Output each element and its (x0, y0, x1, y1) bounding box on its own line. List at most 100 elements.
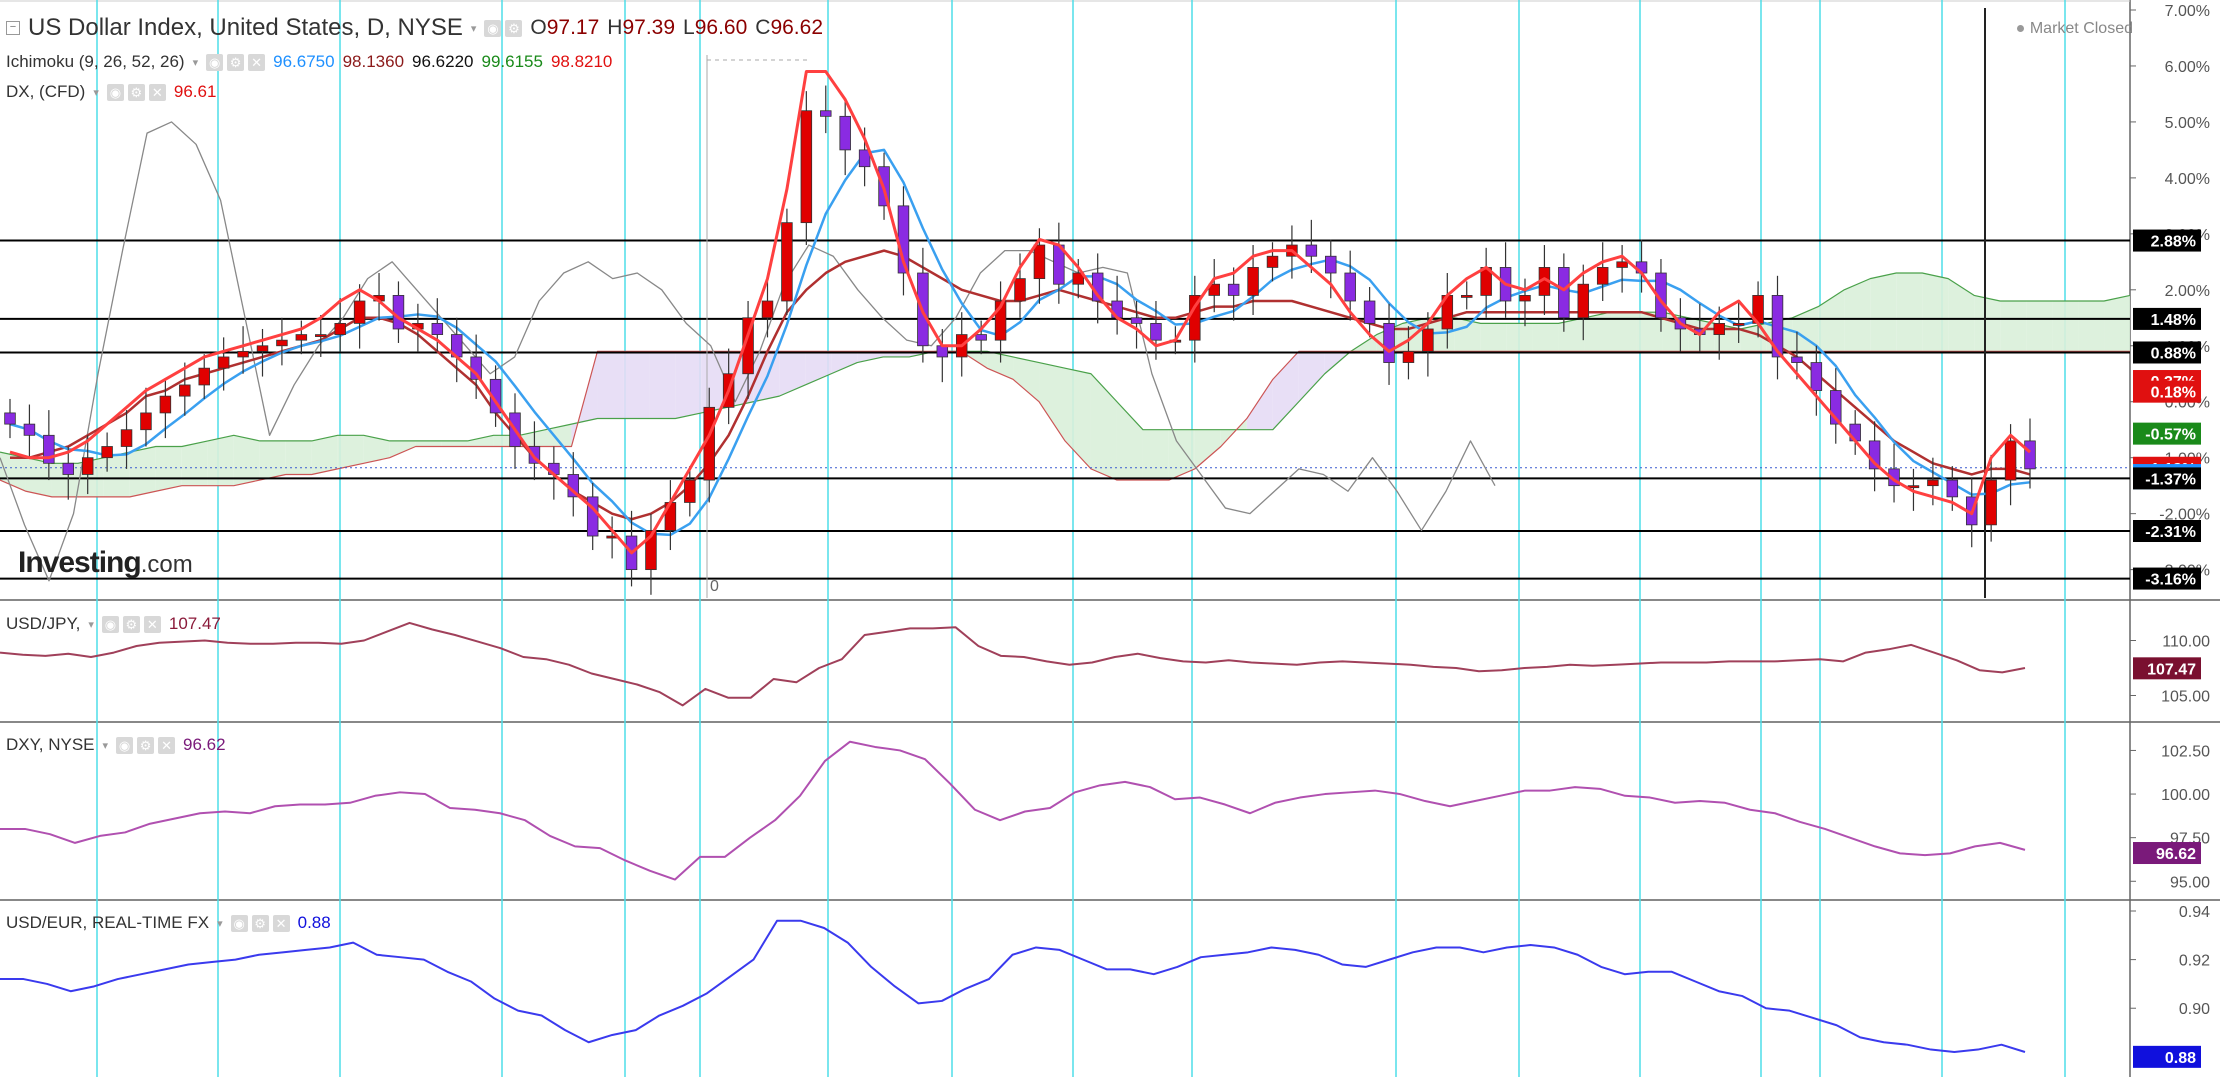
kumo-cloud-segment (623, 351, 650, 419)
kumo-cloud-segment (1844, 278, 1871, 352)
close-icon[interactable]: ✕ (272, 914, 290, 932)
kumo-cloud-segment (441, 440, 468, 447)
eye-icon[interactable]: ◉ (106, 83, 124, 101)
gear-icon[interactable]: ⚙ (137, 736, 155, 754)
axis-tick-label: 100.00 (2161, 787, 2210, 804)
kumo-cloud-segment (337, 435, 364, 469)
price-label-box (2133, 341, 2201, 364)
candle-body (936, 345, 949, 358)
candle-body (276, 339, 288, 347)
ichimoku-name[interactable]: Ichimoku (9, 26, 52, 26) (6, 52, 185, 71)
close-icon[interactable]: ✕ (248, 53, 266, 71)
price-label-text: 0.88% (2151, 345, 2196, 362)
kumo-cloud-segment (1480, 323, 1507, 352)
eye-icon[interactable]: ◉ (101, 615, 119, 633)
candle-body (1830, 390, 1842, 425)
candle-body (315, 334, 327, 337)
kumo-cloud-segment (285, 440, 312, 475)
candle-body (800, 110, 813, 224)
candle-body (1558, 267, 1570, 319)
kumo-cloud-segment (181, 440, 208, 486)
candle-body (23, 423, 36, 436)
symbol-title[interactable]: US Dollar Index, United States, D, NYSE (28, 14, 463, 41)
close-icon[interactable]: ✕ (143, 615, 161, 633)
time-marker-label: 0 (710, 578, 719, 595)
gear-icon[interactable]: ⚙ (122, 615, 140, 633)
price-label-box (2133, 567, 2201, 590)
kumo-cloud-segment (1065, 368, 1091, 469)
gear-icon[interactable]: ⚙ (227, 53, 245, 71)
price-label-box (2133, 422, 2201, 445)
eye-icon[interactable]: ◉ (484, 19, 502, 37)
axis-tick-label: 2.00% (2165, 283, 2210, 300)
kumo-cloud-segment (1168, 429, 1195, 481)
chevron-down-icon[interactable]: ▾ (88, 618, 94, 631)
gear-icon[interactable]: ⚙ (505, 19, 523, 37)
candle-body (1616, 261, 1628, 268)
close-icon[interactable]: ✕ (148, 83, 166, 101)
candle-body (1208, 283, 1220, 296)
axis-tick-label: -2.00% (2159, 507, 2210, 524)
gear-icon[interactable]: ⚙ (251, 914, 269, 932)
ohlc-high: H97.39 (607, 16, 676, 39)
dxy-name[interactable]: DXY, NYSE (6, 735, 95, 754)
chevron-down-icon[interactable]: ▾ (192, 56, 199, 69)
kumo-cloud-segment (103, 452, 130, 497)
candle-body (2004, 440, 2017, 481)
ichimoku-value-5: 98.8210 (550, 52, 613, 71)
chevron-down-icon[interactable]: ▾ (93, 86, 99, 99)
kumo-cloud-segment (805, 351, 832, 385)
ohlc-open: O97.17 (530, 16, 600, 39)
close-icon[interactable]: ✕ (158, 736, 176, 754)
candle-body (1325, 255, 1337, 274)
kumo-cloud-segment (389, 440, 416, 458)
kumo-cloud-segment (1818, 289, 1845, 352)
dx-name[interactable]: DX, (CFD) (6, 82, 86, 101)
price-label-text: -3.16% (2145, 572, 2196, 589)
kumo-cloud-segment (415, 440, 442, 447)
usdjpy-value: 107.47 (168, 614, 221, 633)
collapse-icon[interactable]: − (6, 21, 20, 35)
usdeur-name[interactable]: USD/EUR, REAL-TIME FX (6, 913, 210, 932)
candle-body (198, 367, 210, 386)
eye-icon[interactable]: ◉ (206, 53, 224, 71)
candle-body (1247, 267, 1259, 296)
price-label-box (2133, 842, 2201, 865)
eye-icon[interactable]: ◉ (116, 736, 134, 754)
dx-legend: DX, (CFD) ▾ ◉ ⚙ ✕ 96.61 (6, 82, 216, 102)
candle-body (1519, 295, 1531, 302)
usdjpy-name[interactable]: USD/JPY, (6, 614, 81, 633)
candle-body (1422, 328, 1434, 352)
gear-icon[interactable]: ⚙ (127, 83, 145, 101)
candle-body (295, 334, 308, 341)
price-label-box (2133, 307, 2201, 330)
candle-body (81, 457, 94, 475)
legend-controls: ◉ ⚙ ✕ (206, 53, 266, 71)
ichimoku-legend: Ichimoku (9, 26, 52, 26) ▾ ◉ ⚙ ✕ 96.6750 9… (6, 52, 612, 72)
usdeur-legend: USD/EUR, REAL-TIME FX ▾ ◉ ⚙ ✕ 0.88 (6, 913, 331, 933)
series-line (0, 919, 2026, 1053)
chevron-down-icon[interactable]: ▾ (217, 917, 223, 930)
candle-body (1130, 317, 1143, 324)
kumo-cloud-segment (1298, 351, 1325, 402)
candle-body (1305, 244, 1318, 257)
kumo-cloud-segment (1610, 312, 1637, 352)
eye-icon[interactable]: ◉ (230, 914, 248, 932)
kumo-cloud-segment (155, 446, 182, 492)
candle-body (62, 462, 75, 475)
price-label-box (2133, 380, 2201, 403)
tenkan-sen-blue-line (9, 148, 2031, 537)
ichimoku-value-4: 99.6155 (481, 52, 543, 71)
kumo-cloud-segment (1532, 323, 1559, 352)
candle-body (1985, 479, 1997, 526)
dxy-legend: DXY, NYSE ▾ ◉ ⚙ ✕ 96.62 (6, 735, 226, 755)
chevron-down-icon[interactable]: ▾ (102, 739, 109, 752)
candle-body (1732, 322, 1745, 326)
chevron-down-icon[interactable]: ▾ (470, 22, 477, 35)
axis-tick-label: 110.00 (2162, 634, 2210, 651)
kumo-cloud-segment (597, 351, 624, 419)
kumo-cloud-segment (831, 351, 858, 374)
legend-controls: ◉ ⚙ (484, 19, 523, 37)
price-label-text: -2.31% (2145, 524, 2196, 541)
